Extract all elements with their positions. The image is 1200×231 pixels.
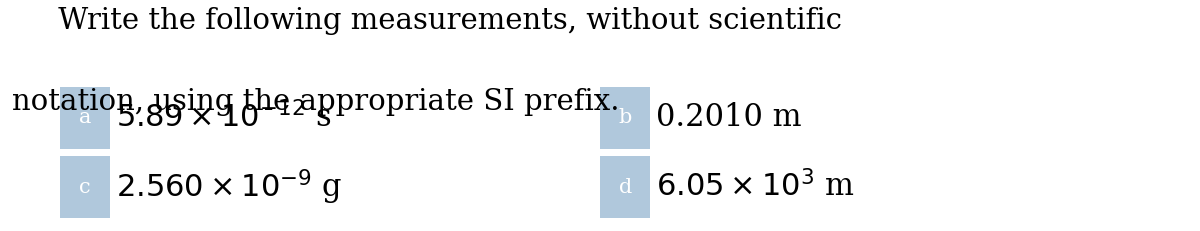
Text: c: c (79, 178, 91, 197)
FancyBboxPatch shape (60, 156, 110, 218)
FancyBboxPatch shape (60, 87, 110, 149)
Text: d: d (618, 178, 632, 197)
Text: Write the following measurements, without scientific: Write the following measurements, withou… (12, 7, 842, 35)
Text: b: b (618, 108, 632, 127)
Text: $5.89 \times 10^{-12}$ s: $5.89 \times 10^{-12}$ s (116, 102, 331, 134)
FancyBboxPatch shape (600, 156, 650, 218)
Text: $2.560 \times 10^{-9}$ g: $2.560 \times 10^{-9}$ g (116, 167, 343, 207)
Text: $6.05 \times 10^{3}$ m: $6.05 \times 10^{3}$ m (656, 171, 856, 203)
Text: notation, using the appropriate SI prefix.: notation, using the appropriate SI prefi… (12, 88, 619, 116)
FancyBboxPatch shape (600, 87, 650, 149)
Text: a: a (79, 108, 91, 127)
Text: 0.2010 m: 0.2010 m (656, 102, 802, 133)
